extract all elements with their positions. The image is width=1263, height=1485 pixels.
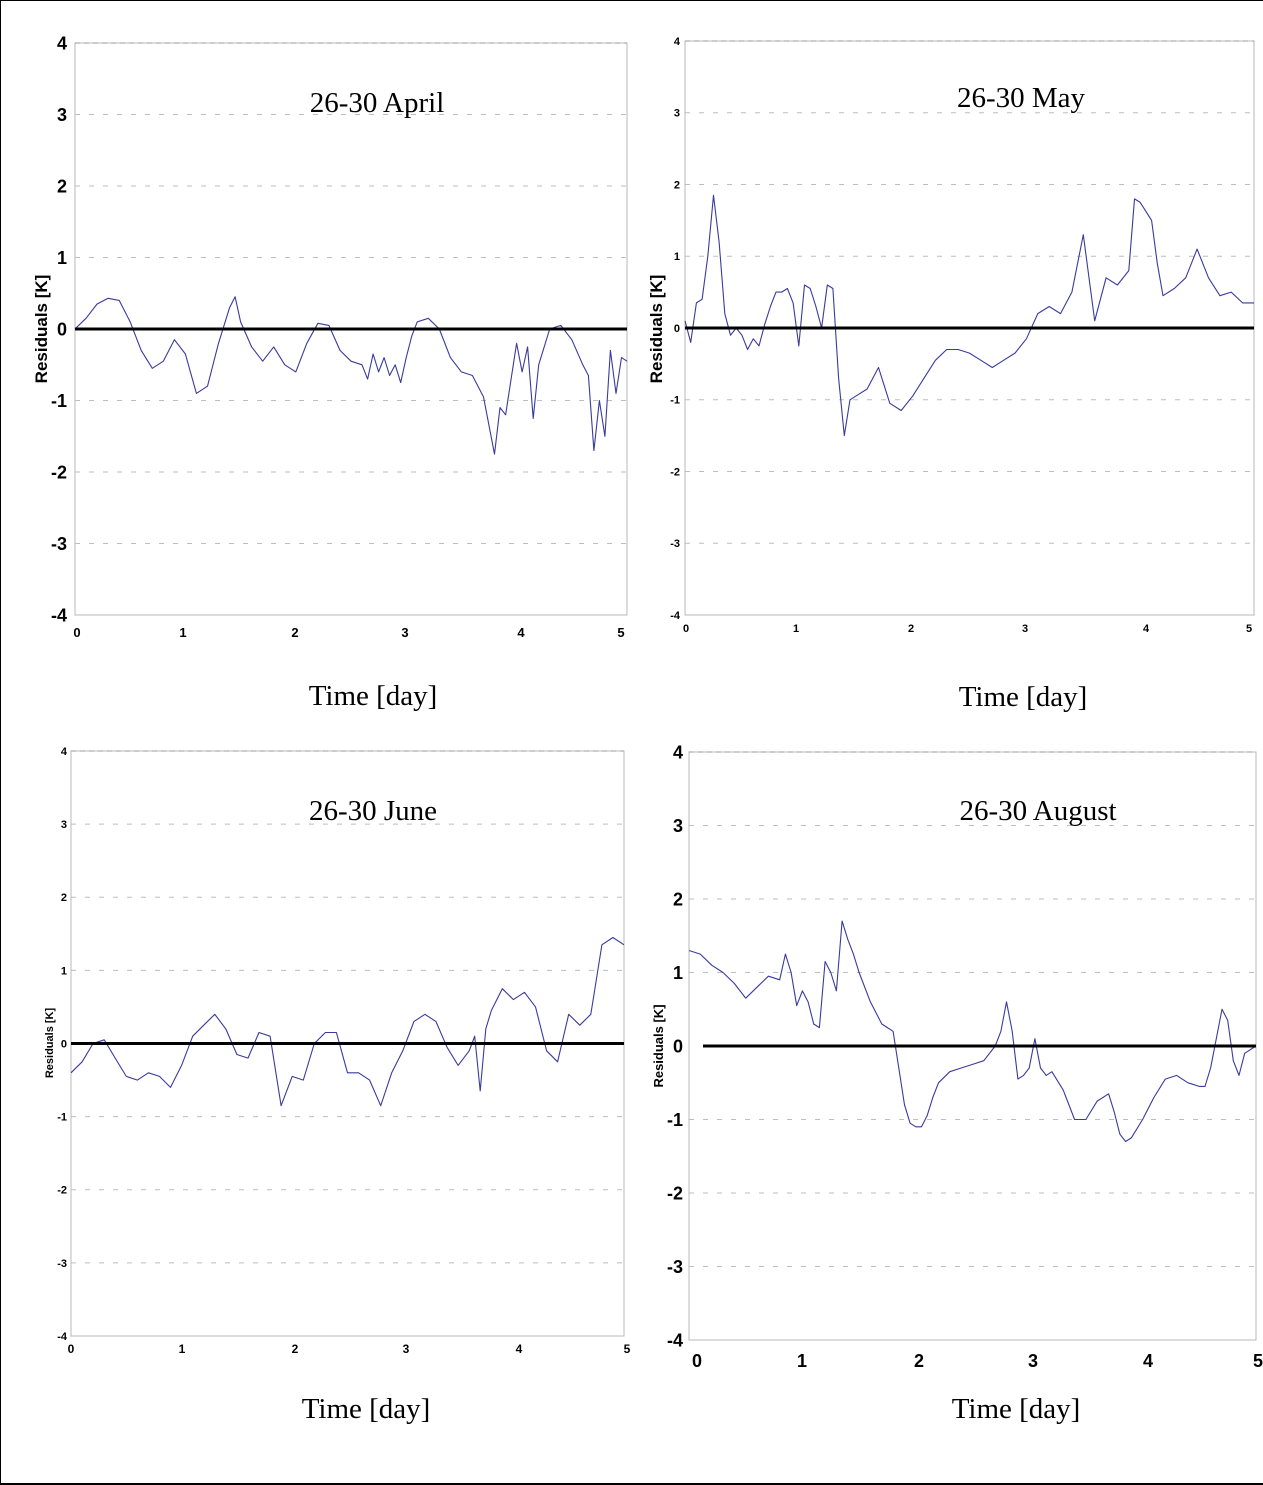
y-tick-label: 4 <box>61 746 68 758</box>
y-tick-label: -3 <box>667 1257 683 1277</box>
x-axis-label: Time [day] <box>959 681 1088 713</box>
y-tick-label: -2 <box>667 1183 683 1203</box>
x-tick-label: 2 <box>291 625 298 640</box>
x-tick-label: 0 <box>692 1351 702 1371</box>
chart-title: 26-30 May <box>957 82 1086 114</box>
residuals-series-line <box>74 296 628 455</box>
y-tick-label: 0 <box>61 1038 67 1050</box>
y-tick-label: 2 <box>673 889 683 909</box>
y-tick-label: -3 <box>51 534 67 554</box>
x-tick-label: 2 <box>908 623 914 635</box>
panel-august: 4 3 2 1 0 -1 -2 -3 -4 0 1 2 3 4 5 Residuals [K] 26-30 Au… <box>651 742 1263 1425</box>
y-tick-label: 1 <box>674 251 680 263</box>
y-tick-label: -4 <box>57 1331 68 1343</box>
y-tick-label: 2 <box>57 176 67 196</box>
y-tick-label: 3 <box>674 108 680 120</box>
y-tick-label: 4 <box>674 36 681 48</box>
x-axis-label: Time [day] <box>309 680 438 712</box>
x-tick-label: 3 <box>1028 1351 1038 1371</box>
panel-april: 4 3 2 1 0 -1 -2 -3 -4 0 1 2 3 4 5 Residuals [K] 26-30 Ap… <box>32 33 628 712</box>
x-tick-label: 3 <box>403 1342 410 1356</box>
y-tick-label: 1 <box>61 965 67 977</box>
y-tick-label: -1 <box>670 395 680 407</box>
residuals-series-line <box>688 920 1257 1143</box>
x-tick-label: 4 <box>1143 623 1150 635</box>
x-tick-label: 0 <box>683 623 689 635</box>
y-tick-label: -3 <box>57 1258 67 1270</box>
x-tick-label: 5 <box>1246 623 1252 635</box>
chart-title: 26-30 August <box>959 795 1116 827</box>
y-tick-label: -4 <box>670 610 681 622</box>
chart-title: 26-30 April <box>310 87 445 119</box>
y-tick-label: 2 <box>674 179 680 191</box>
x-tick-label: 2 <box>292 1342 299 1356</box>
x-tick-label: 5 <box>624 1342 631 1356</box>
x-tick-label: 2 <box>914 1351 924 1371</box>
y-tick-label: 0 <box>673 1036 683 1056</box>
x-axis-label: Time [day] <box>952 1393 1081 1425</box>
y-axis-label: Residuals [K] <box>647 275 666 384</box>
y-tick-label: -2 <box>670 466 680 478</box>
y-tick-label: 0 <box>57 319 67 339</box>
y-tick-label: -4 <box>667 1330 683 1350</box>
y-axis-label: Residuals [K] <box>651 1004 666 1087</box>
x-tick-label: 1 <box>793 623 799 635</box>
x-tick-label: 5 <box>1253 1351 1263 1371</box>
y-axis-label: Residuals [K] <box>44 1008 56 1079</box>
y-tick-label: -4 <box>51 605 67 625</box>
x-tick-label: 1 <box>179 625 186 640</box>
y-tick-label: -3 <box>670 538 680 550</box>
y-tick-label: 3 <box>673 816 683 836</box>
x-tick-label: 5 <box>617 625 624 640</box>
residuals-series-line <box>684 194 1254 437</box>
x-tick-label: 3 <box>1022 623 1028 635</box>
y-tick-label: -1 <box>57 1112 67 1124</box>
y-tick-label: 4 <box>57 33 67 53</box>
x-tick-label: 0 <box>73 625 80 640</box>
chart-title: 26-30 June <box>309 795 437 827</box>
x-tick-label: 1 <box>797 1351 807 1371</box>
y-tick-label: 1 <box>57 248 67 268</box>
y-tick-label: 3 <box>57 105 67 125</box>
y-tick-label: -1 <box>51 391 67 411</box>
y-tick-label: 1 <box>673 963 683 983</box>
x-tick-label: 4 <box>517 625 525 640</box>
y-tick-label: -2 <box>57 1185 67 1197</box>
x-tick-label: 0 <box>68 1342 75 1356</box>
y-tick-label: -2 <box>51 462 67 482</box>
y-tick-label: -1 <box>667 1110 683 1130</box>
y-tick-label: 4 <box>673 742 683 762</box>
x-axis-label: Time [day] <box>302 1393 431 1425</box>
x-tick-label: 3 <box>401 625 408 640</box>
x-tick-label: 4 <box>1143 1351 1153 1371</box>
x-tick-label: 4 <box>516 1342 523 1356</box>
y-tick-label: 2 <box>61 892 67 904</box>
y-axis-label: Residuals [K] <box>32 275 51 384</box>
y-tick-label: 3 <box>61 819 67 831</box>
x-tick-label: 1 <box>179 1342 186 1356</box>
residuals-series-line <box>70 936 625 1107</box>
y-tick-label: 0 <box>674 323 680 335</box>
